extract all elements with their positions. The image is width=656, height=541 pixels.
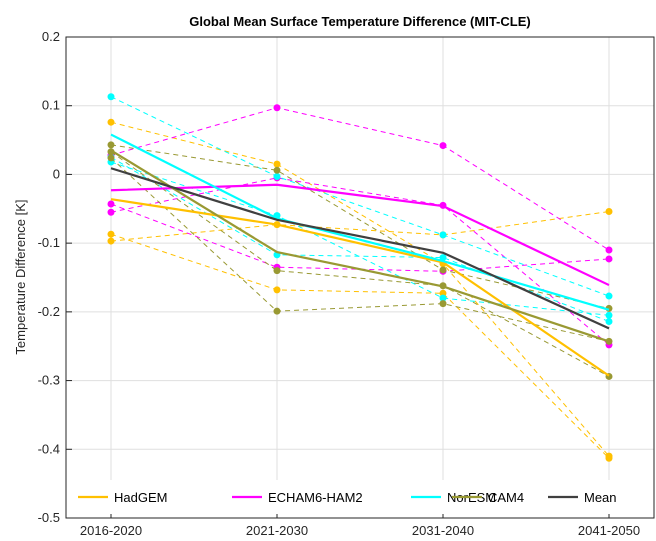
series-cam4-member-1-point	[107, 141, 115, 149]
series-cam4-line	[110, 149, 610, 343]
series-hadgem-member-3-point	[107, 237, 115, 245]
series-noresm-member-2-point	[439, 254, 447, 262]
series-cam4-member-2-point	[273, 267, 281, 275]
series-noresm-member-1-point	[107, 93, 115, 101]
series-hadgem-member-2-point	[605, 454, 613, 462]
plot-frame	[65, 36, 655, 519]
series-echam6-ham2-member-1-point	[605, 246, 613, 254]
series-echam6-ham2-line	[110, 183, 610, 287]
series-hadgem-member-3-line	[110, 211, 610, 242]
series-echam6-ham2-member-1-point	[439, 142, 447, 150]
main-series-group	[110, 133, 610, 377]
legend-label-mean: Mean	[584, 490, 617, 505]
series-noresm-member-1-point	[273, 172, 281, 180]
y-tick-label: -0.1	[38, 235, 60, 250]
series-cam4-member-1-point	[439, 266, 447, 274]
x-tick-label: 2041-2050	[578, 523, 640, 538]
y-tick-label: 0.1	[42, 98, 60, 113]
series-echam6-ham2-member-2-point	[107, 200, 115, 208]
series-hadgem-member-1-point	[107, 118, 115, 126]
y-tick-label: -0.2	[38, 304, 60, 319]
plot-area	[66, 37, 654, 518]
y-tick-label: -0.3	[38, 373, 60, 388]
series-cam4-member-2-point	[107, 148, 115, 156]
series-noresm-member-1-line	[110, 96, 610, 297]
y-axis-title: Temperature Difference [K]	[13, 199, 28, 354]
series-hadgem-member-2-point	[439, 289, 447, 297]
series-cam4-member-1-line	[110, 144, 610, 309]
legend-label-hadgem: HadGEM	[114, 490, 167, 505]
series-cam4-member-3-point	[107, 154, 115, 162]
legend-label-cam4: CAM4	[488, 490, 524, 505]
legend-label-echam6-ham2: ECHAM6-HAM2	[268, 490, 363, 505]
series-echam6-ham2-member-2-line	[110, 203, 610, 272]
series-echam6-ham2-member-2-point	[605, 255, 613, 263]
series-hadgem-member-3-point	[605, 208, 613, 216]
x-tick-label: 2021-2030	[246, 523, 308, 538]
y-tick-label: 0	[53, 166, 60, 181]
series-cam4-member-1-point	[273, 166, 281, 174]
series-echam6-ham2-member-3-point	[107, 208, 115, 216]
x-tick-label: 2031-2040	[412, 523, 474, 538]
series-hadgem-member-1-line	[110, 121, 610, 457]
series-noresm-member-3-line	[110, 161, 610, 316]
series-hadgem-member-1-point	[273, 160, 281, 168]
y-tick-label: 0.2	[42, 29, 60, 44]
series-noresm-member-1-point	[439, 231, 447, 239]
series-echam6-ham2-member-1-point	[273, 104, 281, 112]
series-noresm-member-1-point	[605, 292, 613, 300]
axis-ticks: -0.5 -0.4 -0.3 -0.2 -0.1 0 0.1 0.2 2016-2020 2021…	[38, 29, 640, 538]
series-hadgem-member-2-point	[107, 230, 115, 238]
x-tick-label: 2016-2020	[80, 523, 142, 538]
series-mean-line	[110, 167, 610, 330]
series-hadgem-member-2-point	[273, 286, 281, 294]
series-cam4-member-3-point	[273, 307, 281, 315]
y-tick-label: -0.5	[38, 510, 60, 525]
series-noresm-member-3-point	[605, 311, 613, 319]
series-noresm-line	[110, 133, 610, 311]
series-cam4-member-3-line	[110, 157, 610, 342]
series-noresm-member-2-point	[605, 317, 613, 325]
series-cam4-member-3-point	[439, 300, 447, 308]
series-hadgem-line	[110, 198, 610, 377]
chart-title: Global Mean Surface Temperature Differen…	[189, 14, 530, 29]
series-noresm-member-3-point	[439, 294, 447, 302]
y-tick-label: -0.4	[38, 441, 60, 456]
